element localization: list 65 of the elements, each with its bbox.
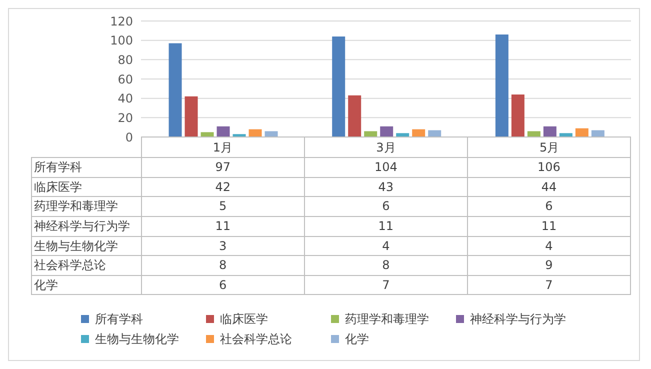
legend-label: 化学	[345, 331, 369, 348]
legend-label: 临床医学	[220, 311, 268, 328]
text: 化学	[34, 278, 58, 292]
bar	[168, 43, 182, 137]
bar	[412, 129, 426, 137]
x-tick-label: 1月	[212, 140, 232, 155]
bar	[332, 36, 346, 137]
bar	[527, 131, 540, 137]
bar	[184, 96, 198, 137]
data-label: 3	[142, 236, 305, 256]
data-label: 9	[468, 256, 632, 276]
data-label: 4	[304, 236, 468, 256]
data-label: 8	[142, 256, 305, 276]
data-label: 5	[142, 197, 305, 216]
bar	[511, 94, 524, 137]
y-tick-label: 80	[118, 52, 133, 67]
legend-label: 药理学和毒理学	[345, 311, 429, 328]
text: 神经科学与行为学	[34, 219, 130, 234]
legend-label: 神经科学与行为学	[470, 311, 566, 328]
text: 社会科学总论	[34, 258, 106, 272]
data-label: 11	[468, 217, 632, 236]
bar	[495, 34, 508, 137]
legend-label: 社会科学总论	[220, 331, 292, 348]
bar	[428, 130, 442, 137]
bar	[591, 130, 604, 137]
y-tick-label: 20	[118, 110, 133, 125]
x-tick-label: 3月	[376, 140, 396, 155]
x-tick-label: 5月	[540, 140, 560, 155]
text: 临床医学	[34, 180, 82, 194]
legend-label: 所有学科	[95, 311, 143, 328]
bar	[200, 132, 214, 137]
data-label: 11	[142, 217, 305, 236]
y-tick-label: 40	[118, 92, 133, 106]
data-label: 6	[304, 197, 468, 216]
data-label: 7	[304, 276, 468, 294]
text: 所有学科	[34, 160, 82, 174]
data-label: 97	[142, 158, 305, 177]
data-label: 43	[304, 178, 468, 196]
data-label: 106	[468, 158, 632, 177]
data-label: 6	[142, 276, 305, 294]
bar	[575, 128, 588, 137]
legend-label: 生物与生物化学	[95, 331, 179, 348]
bar	[396, 133, 410, 137]
bar	[248, 129, 262, 137]
data-label: 6	[468, 197, 632, 216]
bar	[216, 126, 230, 137]
bar	[543, 126, 556, 137]
bar	[380, 126, 394, 137]
y-tick-label: 0	[125, 130, 133, 144]
data-label: 104	[304, 158, 468, 177]
data-label: 4	[468, 236, 632, 256]
data-label: 8	[304, 256, 468, 276]
bar	[264, 131, 278, 137]
data-label: 42	[142, 178, 305, 196]
y-tick-label: 100	[110, 34, 133, 48]
text: 生物与生物化学	[34, 238, 118, 253]
data-label: 7	[468, 276, 632, 294]
data-label: 11	[304, 217, 468, 236]
bar	[348, 95, 362, 137]
data-label: 44	[468, 178, 632, 196]
y-tick-label: 120	[110, 14, 133, 28]
text: 药理学和毒理学	[34, 199, 118, 214]
bar	[364, 131, 378, 137]
bar	[559, 133, 572, 137]
y-tick-label: 60	[118, 72, 133, 86]
